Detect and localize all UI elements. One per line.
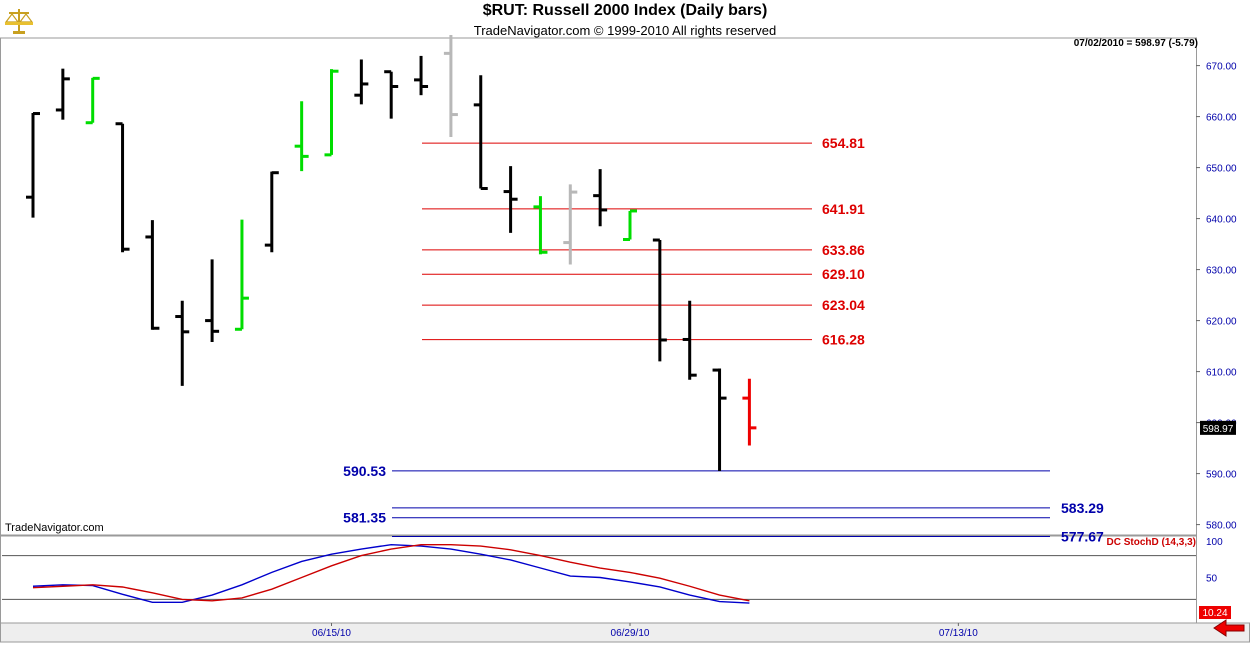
y-tick-label: 670.00 bbox=[1206, 62, 1237, 73]
level-label: 629.10 bbox=[822, 266, 865, 282]
osc-last-label: 10.24 bbox=[1202, 608, 1227, 619]
level-label: 654.81 bbox=[822, 135, 865, 151]
y-tick-label: 580.00 bbox=[1206, 521, 1237, 532]
oscillator-label: DC StochD (14,3,3) bbox=[1106, 537, 1196, 548]
y-tick-label: 620.00 bbox=[1206, 317, 1237, 328]
chart-title: $RUT: Russell 2000 Index (Daily bars) bbox=[482, 2, 768, 19]
level-label: 583.29 bbox=[1061, 500, 1104, 516]
level-label: 623.04 bbox=[822, 297, 865, 313]
back-arrow-icon[interactable] bbox=[1212, 618, 1246, 638]
x-tick-label: 06/29/10 bbox=[611, 628, 650, 639]
y-tick-label: 590.00 bbox=[1206, 470, 1237, 481]
level-label: 641.91 bbox=[822, 201, 865, 217]
price-panel-frame bbox=[0, 37, 1197, 536]
level-label: 590.53 bbox=[343, 463, 386, 479]
level-label: 616.28 bbox=[822, 332, 865, 348]
x-tick-label: 07/13/10 bbox=[939, 628, 978, 639]
last-price-box bbox=[1200, 420, 1236, 435]
stoch-series-line bbox=[32, 543, 750, 602]
last-price-label: 598.97 bbox=[1203, 424, 1234, 435]
x-tick-label: 06/15/10 bbox=[312, 628, 351, 639]
y-tick-label: 650.00 bbox=[1206, 164, 1237, 175]
level-label: 633.86 bbox=[822, 242, 865, 258]
watermark-text: TradeNavigator.com bbox=[5, 522, 104, 534]
osc-tick-label: 100 bbox=[1206, 537, 1223, 548]
oscillator-panel-frame bbox=[0, 535, 1197, 624]
stoch-series-line bbox=[32, 543, 750, 604]
y-tick-label: 660.00 bbox=[1206, 113, 1237, 124]
y-tick-label: 630.00 bbox=[1206, 266, 1237, 277]
level-label: 581.35 bbox=[343, 510, 386, 526]
osc-last-box bbox=[1199, 606, 1231, 619]
level-label: 577.67 bbox=[1061, 528, 1104, 544]
price-status-readout: 07/02/2010 = 598.97 (-5.79) bbox=[1073, 38, 1198, 49]
y-tick-label: 640.00 bbox=[1206, 215, 1237, 226]
osc-tick-label: 50 bbox=[1206, 574, 1218, 585]
scales-logo-icon bbox=[4, 9, 34, 34]
y-tick-label: 610.00 bbox=[1206, 368, 1237, 379]
chart-copyright: TradeNavigator.com © 1999-2010 All right… bbox=[473, 23, 777, 38]
